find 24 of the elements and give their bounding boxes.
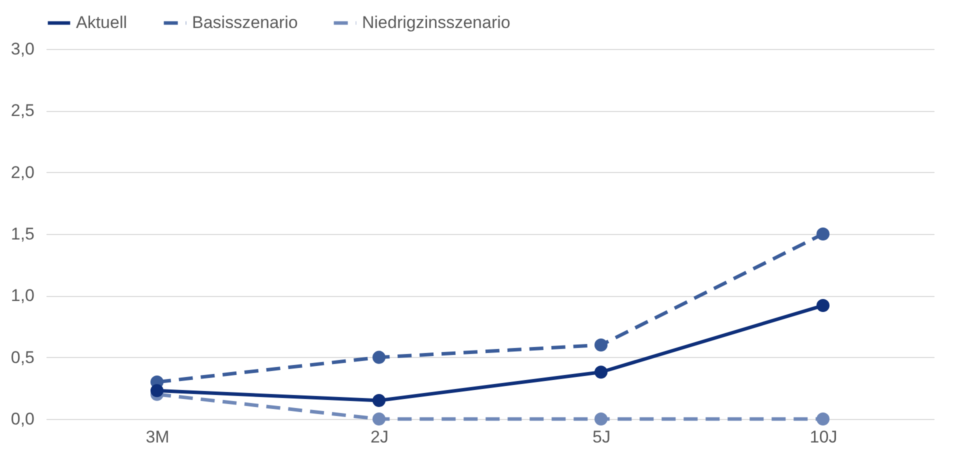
point	[372, 412, 386, 426]
y-tick-label: 2,0	[10, 162, 34, 182]
point	[816, 299, 830, 312]
legend-label: Niedrigzinsszenario	[362, 13, 510, 32]
y-tick-label: 1,5	[10, 224, 34, 244]
x-tick-label: 2J	[370, 428, 388, 446]
point	[372, 394, 386, 408]
point	[372, 350, 386, 364]
legend-label: Basisszenario	[192, 13, 298, 32]
y-tick-label: 3,0	[10, 40, 34, 58]
y-tick-label: 1,0	[10, 286, 34, 306]
point	[816, 227, 830, 241]
point	[594, 366, 608, 379]
point	[150, 384, 164, 398]
x-tick-label: 3M	[146, 428, 170, 446]
y-tick-label: 2,5	[10, 101, 34, 120]
y-tick-label: 0,0	[10, 410, 34, 428]
point	[594, 338, 608, 352]
x-tick-label: 10J	[810, 428, 838, 446]
x-tick-label: 5J	[592, 428, 610, 446]
point	[594, 412, 608, 426]
y-tick-label: 0,5	[10, 348, 34, 367]
point	[816, 412, 830, 426]
legend-label: Aktuell	[76, 13, 128, 32]
